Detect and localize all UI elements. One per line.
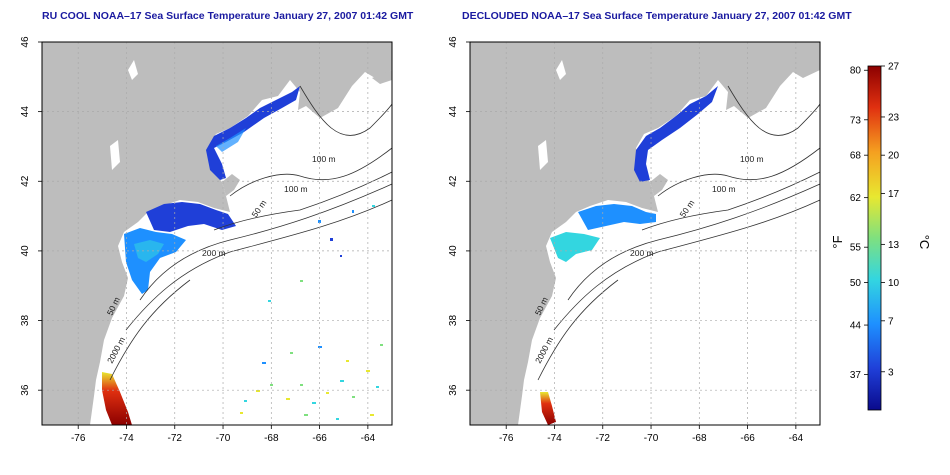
celsius-unit-label: °C xyxy=(917,235,932,250)
x-tick-label: -68 xyxy=(692,433,707,444)
y-tick-label: 44 xyxy=(20,106,31,118)
y-tick-label: 38 xyxy=(448,315,459,327)
sst-south-new-england xyxy=(146,202,236,232)
colorbar-gradient xyxy=(867,65,882,411)
lake xyxy=(538,140,548,170)
sst-gulf-stream xyxy=(102,372,132,425)
left-map-title: RU COOL NOAA–17 Sea Surface Temperature … xyxy=(42,10,414,22)
x-tick-label: -72 xyxy=(168,433,183,444)
y-tick-label: 40 xyxy=(448,245,459,257)
x-tick-label: -72 xyxy=(596,433,611,444)
fahrenheit-tick-label: 73 xyxy=(850,115,862,126)
x-tick-label: -74 xyxy=(547,433,562,444)
sst-gulf-of-maine xyxy=(216,128,246,152)
y-tick-label: 36 xyxy=(448,384,459,396)
fahrenheit-tick-label: 37 xyxy=(850,370,862,381)
sst-scattered-pixels xyxy=(240,205,383,420)
axis-ticks: -76 -74 -72 -70 -68 -66 -64 36 38 40 42 44 46 xyxy=(20,36,376,444)
celsius-tick-label: 23 xyxy=(888,112,900,123)
fahrenheit-tick-label: 68 xyxy=(850,151,862,162)
x-tick-label: -70 xyxy=(644,433,659,444)
contour-label: 200 m xyxy=(630,248,654,258)
right-map-panel: 100 m 100 m 50 m 200 m 50 m 2000 m -76 -7… xyxy=(448,36,821,444)
fahrenheit-tick-label: 50 xyxy=(850,278,862,289)
left-map-panel: 100 m 100 m 50 m 200 m 50 m 2000 m -76 -7… xyxy=(20,36,393,444)
x-tick-label: -70 xyxy=(216,433,231,444)
x-tick-label: -64 xyxy=(361,433,376,444)
x-tick-label: -64 xyxy=(789,433,804,444)
contour-label: 100 m xyxy=(740,154,764,164)
land-mass xyxy=(42,42,392,425)
lake xyxy=(556,60,566,80)
sst-south-new-england xyxy=(578,204,656,230)
y-tick-label: 42 xyxy=(20,175,31,187)
y-tick-label: 36 xyxy=(20,384,31,396)
x-tick-label: -76 xyxy=(499,433,514,444)
y-tick-label: 46 xyxy=(448,36,459,48)
x-tick-label: -66 xyxy=(740,433,755,444)
sst-gulf-stream xyxy=(540,392,556,425)
map-frame xyxy=(41,41,393,426)
lake xyxy=(128,60,138,80)
axis-ticks: -76 -74 -72 -70 -68 -66 -64 36 38 40 42 44 46 xyxy=(448,36,804,444)
celsius-tick-label: 13 xyxy=(888,240,900,251)
cape-cod xyxy=(650,174,668,196)
celsius-tick-label: 10 xyxy=(888,278,900,289)
fahrenheit-tick-label: 55 xyxy=(850,243,862,254)
y-tick-label: 42 xyxy=(448,175,459,187)
fahrenheit-tick-label: 62 xyxy=(850,193,862,204)
sst-gulf-of-maine xyxy=(206,86,300,180)
lake xyxy=(110,140,120,170)
celsius-tick-label: 7 xyxy=(888,316,894,327)
sst-shelf xyxy=(550,232,600,262)
celsius-tick-label: 20 xyxy=(888,151,900,162)
fahrenheit-unit-label: °F xyxy=(830,235,845,248)
celsius-tick-label: 17 xyxy=(888,189,900,200)
x-tick-label: -68 xyxy=(264,433,279,444)
fahrenheit-tick-label: 80 xyxy=(850,66,862,77)
y-tick-label: 38 xyxy=(20,315,31,327)
y-tick-label: 40 xyxy=(20,245,31,257)
celsius-tick-label: 27 xyxy=(888,62,900,73)
nova-scotia-coast xyxy=(372,70,392,84)
cape-cod xyxy=(222,174,240,196)
bathymetry-contours xyxy=(537,85,821,381)
bathymetry-contours xyxy=(109,85,393,381)
x-tick-label: -74 xyxy=(119,433,134,444)
contour-label: 200 m xyxy=(202,248,226,258)
land-mass xyxy=(470,42,820,425)
y-tick-label: 46 xyxy=(20,36,31,48)
contour-label: 100 m xyxy=(284,184,308,194)
x-tick-label: -76 xyxy=(71,433,86,444)
right-map-title: DECLOUDED NOAA–17 Sea Surface Temperatur… xyxy=(462,10,852,22)
celsius-tick-label: 3 xyxy=(888,367,894,378)
fahrenheit-tick-label: 44 xyxy=(850,321,862,332)
contour-label: 100 m xyxy=(712,184,736,194)
sst-gulf-of-maine xyxy=(634,86,718,182)
x-tick-label: -66 xyxy=(312,433,327,444)
y-tick-label: 44 xyxy=(448,106,459,118)
contour-label: 100 m xyxy=(312,154,336,164)
map-frame xyxy=(469,41,821,426)
